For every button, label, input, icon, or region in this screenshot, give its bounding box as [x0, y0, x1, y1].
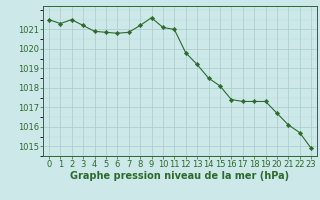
X-axis label: Graphe pression niveau de la mer (hPa): Graphe pression niveau de la mer (hPa) [70, 171, 290, 181]
